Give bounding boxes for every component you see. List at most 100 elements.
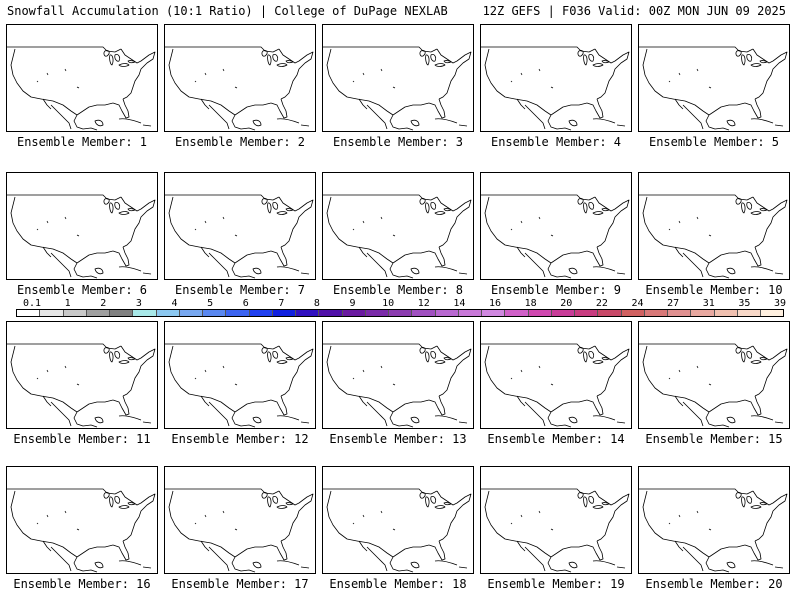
colorbar-swatch	[63, 310, 87, 316]
colorbar-tick-label: 27	[667, 298, 680, 309]
snowfall-colorbar: 0.1 1 2 3 4 5 6 7 8 9 10 12 14 16 18 20 22 24 27 31 35 39	[16, 298, 787, 320]
ensemble-panel: Ensemble Member: 12	[164, 321, 316, 446]
colorbar-swatch	[528, 310, 552, 316]
colorbar-tick-label: 0.1	[22, 298, 42, 309]
panel-label: Ensemble Member: 5	[648, 135, 780, 149]
us-map-outline	[7, 488, 156, 573]
map	[164, 24, 316, 132]
panel-label: Ensemble Member: 20	[645, 577, 783, 591]
us-map-outline	[7, 343, 156, 428]
colorbar-tick-label: 9	[349, 298, 356, 309]
panel-label: Ensemble Member: 13	[329, 432, 467, 446]
map	[164, 466, 316, 574]
colorbar-labels: 0.1 1 2 3 4 5 6 7 8 9 10 12 14 16 18 20 22 24 27 31 35 39	[16, 298, 787, 309]
panel-row-2: Ensemble Member: 6 Ensemble Me	[6, 172, 794, 317]
colorbar-tick-label: 12	[417, 298, 430, 309]
colorbar-tick-label: 10	[382, 298, 395, 309]
colorbar-tick-label: 7	[278, 298, 285, 309]
colorbar-swatch	[412, 310, 436, 316]
panel-label: Ensemble Member: 2	[174, 135, 306, 149]
map	[6, 24, 158, 132]
us-map-outline	[481, 46, 630, 131]
map	[322, 172, 474, 280]
ensemble-panel: Ensemble Member: 13	[322, 321, 474, 446]
ensemble-panel: Ensemble Member: 10	[638, 172, 790, 297]
us-map-outline	[7, 46, 156, 131]
colorbar-tick-label: 39	[773, 298, 787, 309]
map	[638, 321, 790, 429]
colorbar-swatch	[482, 310, 506, 316]
colorbar-tick-label: 22	[595, 298, 608, 309]
us-map-outline	[639, 343, 788, 428]
colorbar-tick-label: 1	[64, 298, 71, 309]
colorbar-swatch	[86, 310, 110, 316]
map	[638, 172, 790, 280]
colorbar-swatch	[714, 310, 738, 316]
map	[638, 466, 790, 574]
us-map-outline	[323, 194, 472, 279]
ensemble-panel: Ensemble Member: 15	[638, 321, 790, 446]
panel-label: Ensemble Member: 16	[13, 577, 151, 591]
colorbar-swatch	[342, 310, 366, 316]
colorbar-swatch	[17, 310, 41, 316]
colorbar-tick-label: 2	[100, 298, 107, 309]
map	[6, 321, 158, 429]
colorbar-swatch	[737, 310, 761, 316]
map	[480, 24, 632, 132]
ensemble-panel: Ensemble Member: 17	[164, 466, 316, 591]
colorbar-swatch	[644, 310, 668, 316]
colorbar-swatch	[691, 310, 715, 316]
colorbar-swatch	[575, 310, 599, 316]
us-map-outline	[323, 488, 472, 573]
colorbar-tick-label: 24	[631, 298, 644, 309]
colorbar-tick-label: 35	[738, 298, 751, 309]
us-map-outline	[481, 194, 630, 279]
ensemble-panel: Ensemble Member: 19	[480, 466, 632, 591]
colorbar-swatch	[156, 310, 180, 316]
panel-label: Ensemble Member: 17	[171, 577, 309, 591]
panel-row-3: Ensemble Member: 11 Ensemble M	[6, 321, 794, 466]
map	[322, 466, 474, 574]
header-valid-time: 12Z GEFS | F036 Valid: 00Z MON JUN 09 20…	[482, 4, 786, 18]
colorbar-swatch	[389, 310, 413, 316]
colorbar-tick-label: 5	[207, 298, 214, 309]
colorbar-strip	[16, 309, 784, 317]
colorbar-swatch	[249, 310, 273, 316]
ensemble-panel: Ensemble Member: 5	[638, 24, 790, 149]
map	[322, 321, 474, 429]
map	[322, 24, 474, 132]
panel-label: Ensemble Member: 12	[171, 432, 309, 446]
colorbar-swatch	[761, 310, 784, 316]
colorbar-swatch	[551, 310, 575, 316]
panel-label: Ensemble Member: 14	[487, 432, 625, 446]
colorbar-swatch	[110, 310, 134, 316]
ensemble-panel: Ensemble Member: 7	[164, 172, 316, 297]
map	[6, 172, 158, 280]
colorbar-swatch	[458, 310, 482, 316]
panel-label: Ensemble Member: 3	[332, 135, 464, 149]
us-map-outline	[639, 194, 788, 279]
us-map-outline	[639, 46, 788, 131]
us-map-outline	[165, 194, 314, 279]
colorbar-swatch	[621, 310, 645, 316]
map	[480, 321, 632, 429]
panel-row-1: Ensemble Member: 1 Ensemble Me	[6, 24, 794, 169]
ensemble-panel: Ensemble Member: 1	[6, 24, 158, 149]
panel-label: Ensemble Member: 1	[16, 135, 148, 149]
us-map-outline	[7, 194, 156, 279]
colorbar-tick-label: 16	[489, 298, 502, 309]
colorbar-tick-label: 8	[313, 298, 320, 309]
colorbar-tick-label: 3	[135, 298, 142, 309]
ensemble-panel: Ensemble Member: 11	[6, 321, 158, 446]
panel-label: Ensemble Member: 10	[645, 283, 783, 297]
colorbar-swatch	[319, 310, 343, 316]
us-map-outline	[165, 343, 314, 428]
ensemble-panel: Ensemble Member: 8	[322, 172, 474, 297]
colorbar-swatch	[668, 310, 692, 316]
colorbar-swatch	[40, 310, 64, 316]
panel-label: Ensemble Member: 11	[13, 432, 151, 446]
map	[480, 466, 632, 574]
us-map-outline	[481, 343, 630, 428]
us-map-outline	[165, 488, 314, 573]
ensemble-panel: Ensemble Member: 14	[480, 321, 632, 446]
